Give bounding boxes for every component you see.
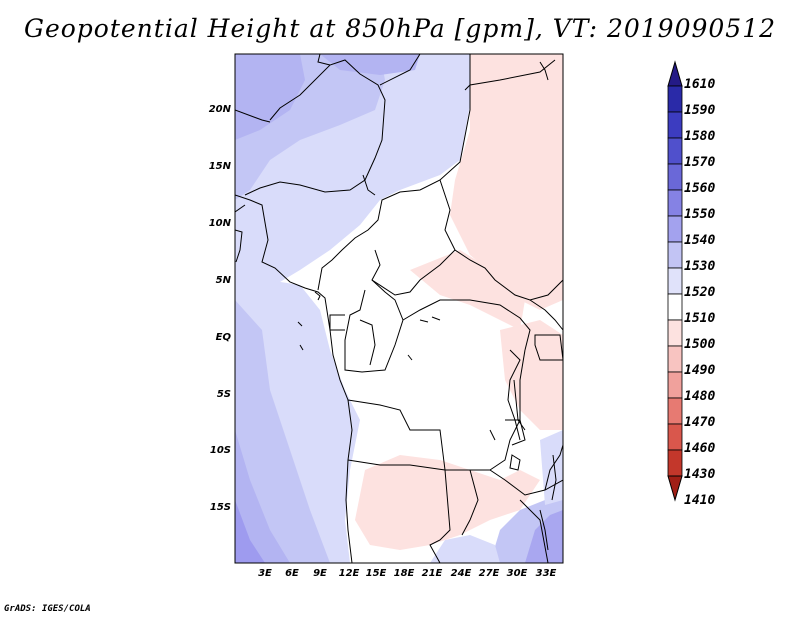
colorbar-swatch: [667, 215, 683, 243]
colorbar-label: 1560: [684, 181, 716, 196]
colorbar-bottom-arrow: [667, 475, 683, 502]
colorbar-label: 1570: [684, 155, 716, 170]
lon-label: 21E: [421, 568, 443, 579]
colorbar-label: 1460: [684, 441, 716, 456]
colorbar-label: 1590: [684, 103, 716, 118]
colorbar-swatch: [667, 137, 683, 165]
colorbar-swatch: [667, 85, 683, 113]
colorbar-swatch: [667, 111, 683, 139]
colorbar-top-arrow: [667, 60, 683, 87]
colorbar-swatch: [667, 423, 683, 451]
colorbar-label: 1470: [684, 415, 716, 430]
colorbar-swatch: [667, 397, 683, 425]
colorbar-swatch: [667, 371, 683, 399]
colorbar-swatch: [667, 163, 683, 191]
lat-label: 15N: [208, 161, 231, 172]
colorbar-swatch: [667, 293, 683, 321]
plot-frame: [234, 53, 564, 564]
lon-label: 24E: [450, 568, 472, 579]
height-field: [235, 54, 563, 563]
lon-label: 12E: [338, 568, 360, 579]
lat-label: 10N: [208, 218, 231, 229]
lon-label: 33E: [535, 568, 557, 579]
colorbar-swatch: [667, 189, 683, 217]
lon-label: 3E: [258, 568, 272, 579]
colorbar-label: 1580: [684, 129, 716, 144]
colorbar-label: 1490: [684, 363, 716, 378]
lon-label: 30E: [506, 568, 528, 579]
lon-label: 9E: [313, 568, 327, 579]
colorbar-label: 1610: [684, 77, 716, 92]
map-title: Geopotential Height at 850hPa [gpm], VT:…: [23, 14, 777, 43]
colorbar-label: 1550: [684, 207, 716, 222]
lat-label: 20N: [208, 104, 231, 115]
colorbar-swatch: [667, 319, 683, 347]
lat-label: 10S: [209, 445, 231, 456]
colorbar-label: 1410: [684, 493, 716, 508]
colorbar-label: 1510: [684, 311, 716, 326]
footer-credit: GrADS: IGES/COLA: [4, 604, 91, 614]
colorbar-swatch: [667, 345, 683, 373]
colorbar-label: 1480: [684, 389, 716, 404]
colorbar: [667, 60, 683, 502]
colorbar-label: 1540: [684, 233, 716, 248]
colorbar-label: 1500: [684, 337, 716, 352]
colorbar-swatch: [667, 449, 683, 477]
colorbar-label: 1520: [684, 285, 716, 300]
lat-label: 5N: [215, 275, 231, 286]
lon-label: 15E: [365, 568, 387, 579]
lat-label: EQ: [215, 332, 231, 343]
lat-label: 5S: [216, 389, 231, 400]
lon-label: 27E: [478, 568, 500, 579]
lon-label: 18E: [393, 568, 415, 579]
colorbar-label: 1530: [684, 259, 716, 274]
country-borders: [235, 54, 563, 563]
colorbar-swatch: [667, 267, 683, 295]
lat-label: 15S: [209, 502, 231, 513]
colorbar-label: 1430: [684, 467, 716, 482]
lon-label: 6E: [285, 568, 299, 579]
colorbar-swatch: [667, 241, 683, 269]
